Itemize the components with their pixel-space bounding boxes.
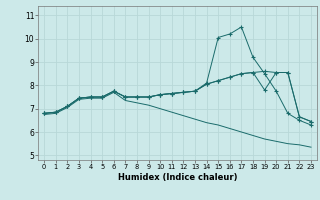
X-axis label: Humidex (Indice chaleur): Humidex (Indice chaleur)	[118, 173, 237, 182]
